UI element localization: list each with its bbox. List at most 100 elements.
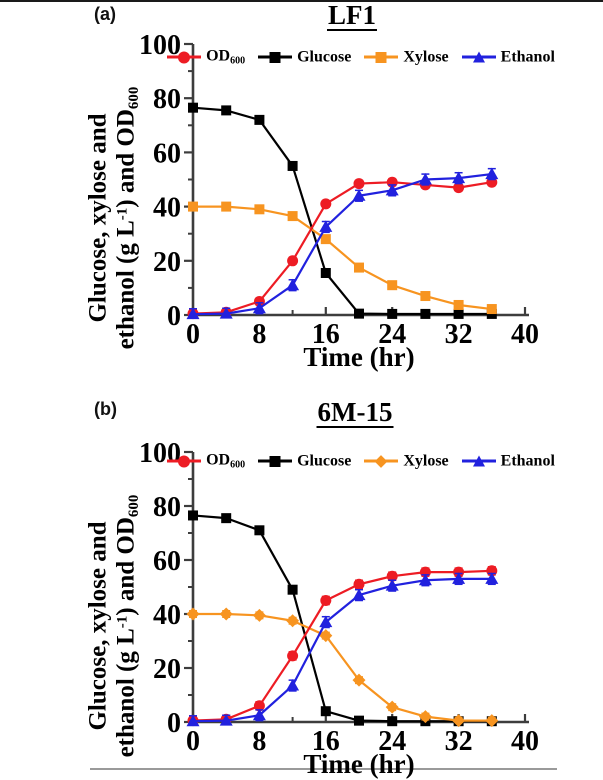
panel-b-legend: OD600 Glucose Xylose Ethanol (167, 452, 555, 471)
data-point (320, 267, 331, 278)
data-point (221, 201, 232, 212)
data-point (252, 301, 266, 314)
od600-legend-line (167, 455, 202, 467)
data-point (253, 700, 265, 712)
ylabel-superscript: -1 (114, 615, 130, 629)
ylabel-superscript: -1 (114, 207, 130, 221)
x-tick-label-b: 40 (511, 726, 539, 757)
x-tick-label-a: 16 (312, 319, 340, 350)
x-tick-label-b: 32 (445, 726, 473, 757)
ylabel-line2-pre: ethanol (g L (111, 220, 139, 350)
y-tick-label-a: 40 (153, 193, 181, 224)
data-point (420, 308, 431, 319)
legend-label-glucose: Glucose (297, 48, 352, 65)
x-tick-label-a: 8 (252, 319, 266, 350)
data-point (385, 183, 399, 196)
data-point (221, 513, 232, 524)
data-point (485, 167, 499, 180)
data-point (485, 714, 499, 728)
data-point (453, 182, 465, 194)
data-point (254, 204, 265, 215)
data-point (453, 566, 465, 578)
data-point (352, 588, 366, 601)
y-tick-label-a: 0 (167, 301, 181, 332)
data-point (320, 595, 332, 606)
data-point (287, 650, 299, 662)
ylabel-line1: Glucose, xylose and (84, 521, 112, 731)
legend-label-ethanol: Ethanol (500, 48, 555, 65)
y-tick-label-b: 0 (167, 708, 181, 739)
data-point (452, 572, 466, 584)
data-point (186, 607, 200, 621)
data-point (386, 570, 398, 582)
x-tick-label-a: 32 (445, 319, 473, 350)
data-point (319, 220, 333, 232)
data-point (219, 607, 233, 621)
data-point (452, 171, 466, 184)
data-point (353, 578, 365, 590)
x-tick-label-b: 0 (186, 726, 200, 757)
xylose-legend-line (364, 454, 399, 468)
y-tick-label-b: 40 (153, 600, 181, 631)
data-point (188, 201, 198, 212)
od600-circle-marker-icon (178, 51, 191, 63)
legend-item-od600: OD600 (167, 452, 245, 471)
series-ethanol-b (186, 572, 499, 727)
axes-b: 0 20 40 60 80 100 0 8 16 24 32 40 (139, 438, 539, 757)
data-point (254, 114, 265, 125)
data-point (287, 160, 298, 171)
panel-a-title: LF1 (326, 0, 378, 32)
y-tick-label-a: 60 (153, 138, 181, 169)
ylabel-line2-mid: ) and OD (111, 109, 139, 208)
data-point (485, 572, 499, 584)
xylose-diamond-marker-icon (374, 454, 388, 468)
data-point (352, 673, 366, 687)
data-point (418, 710, 432, 724)
ethanol-triangle-marker-icon (472, 50, 485, 62)
data-point (320, 706, 331, 717)
ylabel-line2-mid: ) and OD (111, 517, 139, 616)
y-tick-label-a: 20 (153, 247, 181, 278)
xylose-square-marker-icon (375, 51, 387, 63)
data-point (188, 102, 198, 113)
x-tick-label-a: 0 (186, 319, 200, 350)
ylabel-subscript: 600 (125, 494, 142, 518)
x-tick-label-a: 24 (378, 319, 406, 350)
data-point (287, 584, 298, 595)
data-point (387, 280, 398, 291)
x-tick-label-b: 8 (252, 726, 266, 757)
ethanol-legend-line (461, 454, 496, 466)
ethanol-legend-line (461, 50, 496, 62)
data-point (253, 295, 265, 307)
chart-panel-b: 0 20 40 60 80 100 0 8 16 24 32 40 (139, 438, 539, 757)
panel-b-title: 6M-15 (316, 397, 394, 429)
panel-b-letter: (b) (94, 399, 117, 419)
data-point (219, 307, 233, 319)
panel-a-x-axis-label: Time (hr) (303, 342, 415, 372)
panel-b-x-axis-label: Time (hr) (303, 749, 415, 779)
data-point (319, 615, 333, 628)
data-point (387, 716, 398, 727)
legend-label-ethanol: Ethanol (500, 452, 555, 469)
data-point (354, 308, 364, 319)
legend-label-xylose: Xylose (403, 452, 449, 469)
data-point (354, 715, 364, 726)
legend-item-ethanol: Ethanol (461, 48, 555, 66)
legend-item-xylose: Xylose (364, 48, 449, 66)
data-point (186, 307, 200, 320)
legend-item-xylose: Xylose (364, 452, 449, 470)
panel-a-legend: OD600 Glucose Xylose Ethanol (167, 48, 555, 67)
data-point (418, 173, 432, 185)
bottom-rule (90, 768, 557, 770)
data-point (453, 299, 464, 310)
data-point (286, 278, 300, 291)
data-point (287, 255, 299, 267)
legend-label-xylose: Xylose (403, 48, 449, 65)
legend-item-ethanol: Ethanol (461, 452, 555, 470)
data-point (486, 304, 497, 315)
data-point (354, 262, 364, 273)
top-rule (0, 0, 603, 2)
data-point (186, 714, 200, 727)
